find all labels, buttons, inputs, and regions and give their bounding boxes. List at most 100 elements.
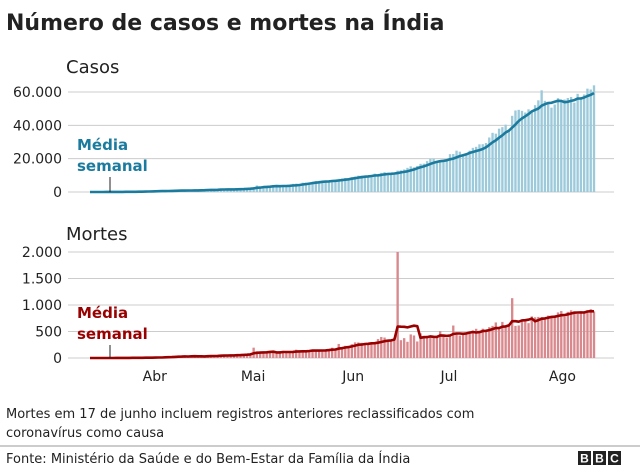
daily-bar: [452, 325, 455, 358]
daily-bar: [550, 317, 553, 358]
daily-bar: [553, 315, 556, 358]
cases-panel-title: Casos: [66, 57, 119, 78]
daily-bar: [272, 185, 275, 192]
daily-bar: [347, 178, 350, 192]
daily-bar: [344, 345, 347, 358]
daily-bar: [324, 349, 327, 358]
daily-bar: [576, 313, 579, 358]
daily-bar: [520, 320, 524, 358]
daily-bar: [399, 170, 403, 192]
daily-bar: [511, 298, 514, 358]
daily-bar: [419, 163, 422, 192]
daily-bar: [353, 342, 357, 358]
daily-bar: [278, 186, 281, 192]
daily-bar: [497, 128, 501, 192]
daily-bar: [321, 181, 324, 192]
x-axis: Abr Mai Jun Jul Ago: [143, 369, 576, 385]
daily-bar: [507, 130, 511, 192]
y-tick-label: 1.500: [22, 272, 62, 288]
daily-bar: [239, 189, 242, 192]
daily-bar: [507, 324, 511, 358]
daily-bar: [311, 350, 314, 358]
y-tick-label: 0: [53, 351, 62, 367]
daily-bar: [321, 350, 324, 358]
daily-bar: [547, 315, 550, 358]
daily-bar: [347, 346, 350, 358]
svg-text:B: B: [595, 452, 604, 466]
daily-bar: [497, 329, 501, 358]
daily-bar: [543, 100, 547, 192]
weekly-average-line: [90, 309, 595, 360]
daily-bar: [592, 85, 596, 192]
daily-bar: [439, 331, 442, 358]
daily-bar: [337, 178, 340, 192]
daily-bar: [285, 352, 288, 358]
daily-bar: [403, 169, 406, 192]
daily-bar: [560, 101, 563, 192]
daily-bar: [272, 351, 275, 358]
daily-bar: [327, 181, 331, 192]
daily-bar: [229, 189, 232, 192]
daily-bar: [547, 103, 550, 192]
daily-bar: [278, 351, 281, 358]
daily-bar: [389, 341, 393, 358]
daily-bar: [255, 351, 259, 358]
daily-bar: [527, 109, 530, 192]
daily-bar: [383, 337, 386, 358]
daily-bar: [569, 310, 573, 358]
deaths-annotation-line1: Média: [77, 304, 128, 322]
svg-text:C: C: [610, 452, 619, 466]
daily-bar: [386, 340, 389, 358]
daily-bar: [514, 110, 517, 192]
daily-bar: [409, 334, 412, 358]
daily-bar: [403, 338, 406, 358]
daily-bar: [491, 325, 494, 358]
daily-bar: [439, 161, 442, 192]
daily-bar: [226, 355, 229, 358]
y-tick-label: 20.000: [13, 152, 62, 168]
daily-bar: [363, 344, 367, 358]
daily-bar: [367, 343, 370, 358]
daily-bar: [298, 184, 301, 192]
daily-bar: [334, 179, 337, 192]
daily-bar: [586, 310, 589, 358]
daily-bar: [448, 334, 452, 358]
daily-bar: [465, 332, 468, 358]
daily-bar: [429, 158, 432, 192]
weekly-average-line: [90, 91, 595, 194]
daily-bar: [350, 177, 353, 192]
daily-bar: [533, 105, 537, 192]
daily-bar: [458, 335, 461, 358]
daily-bar: [501, 321, 504, 358]
daily-bar: [445, 337, 448, 358]
daily-bar: [556, 98, 560, 192]
daily-bar: [373, 173, 376, 192]
daily-bar: [340, 347, 344, 358]
daily-bar: [455, 150, 458, 192]
daily-bar: [350, 344, 353, 358]
daily-bar: [422, 163, 425, 192]
daily-bar: [484, 143, 488, 192]
daily-bar: [537, 100, 540, 192]
daily-bar: [416, 341, 419, 358]
daily-bar: [491, 132, 494, 192]
daily-bar: [442, 160, 445, 192]
daily-bar: [265, 352, 268, 358]
daily-bar: [442, 334, 445, 358]
daily-bar: [380, 337, 383, 358]
daily-bar: [383, 172, 386, 192]
daily-bar: [393, 337, 396, 358]
x-tick-label: Jun: [341, 369, 364, 385]
daily-bar: [540, 90, 543, 192]
daily-bar: [435, 335, 439, 358]
daily-bar: [353, 176, 357, 192]
y-tick-label: 1.000: [22, 298, 62, 314]
daily-bar: [583, 311, 586, 358]
y-tick-label: 60.000: [13, 85, 62, 101]
daily-bar: [367, 175, 370, 192]
daily-bar: [406, 167, 409, 192]
daily-bar: [295, 349, 298, 358]
daily-bar: [317, 350, 321, 358]
daily-bar: [511, 115, 514, 192]
